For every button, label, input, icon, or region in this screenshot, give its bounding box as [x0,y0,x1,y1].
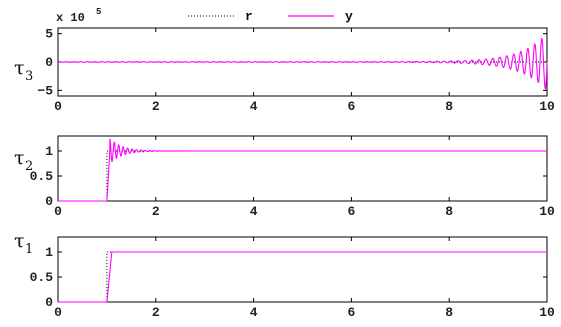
y-tick-label-tau1: 1 [45,245,53,260]
x-tick-label-tau1: 0 [54,305,62,320]
x-tick-label-tau2: 10 [539,204,555,219]
series-y-tau3 [57,38,548,90]
series-r-tau1 [58,251,547,303]
x-tick-label-tau2: 2 [152,204,160,219]
y-tick-label-tau3: 5 [45,27,53,42]
axes-box-tau2 [57,135,548,202]
series-r-tau2 [58,150,547,202]
plot-tau1: τ 1 0 2 4 6 8 10 0 0.5 1 [14,230,555,320]
axes-box-tau1 [57,236,548,303]
exponent-power: 5 [96,7,101,17]
ylabel-tau3-sub: 3 [25,69,33,84]
x-tick-label-tau1: 8 [445,305,453,320]
x-tick-label-tau2: 0 [54,204,62,219]
x-tick-label-tau1: 4 [250,305,258,320]
y-tick-label-tau3: −5 [37,83,53,98]
x-tick-label-tau2: 6 [347,204,355,219]
legend: r y [188,9,353,24]
y-tick-label-tau2: 0.5 [30,169,54,184]
x-tick-label-tau3: 10 [539,99,555,114]
y-tick-label-tau2: 0 [45,194,53,209]
exponent-label: x 10 [56,11,85,25]
y-tick-label-tau1: 0.5 [30,270,54,285]
ylabel-tau2-sub: 2 [25,159,33,174]
ylabel-tau1-sub: 1 [25,242,33,257]
x-tick-label-tau3: 2 [152,99,160,114]
ylabel-tau1: τ [14,230,25,252]
x-tick-label-tau3: 8 [445,99,453,114]
ylabel-tau3: τ [14,57,25,79]
series-y-tau1 [58,251,547,303]
series-y-tau2 [58,138,547,202]
legend-y-label: y [345,9,353,24]
x-tick-label-tau3: 4 [250,99,258,114]
y-tick-label-tau3: 0 [45,55,53,70]
ylabel-tau2: τ [14,147,25,169]
legend-r-label: r [245,9,253,24]
x-tick-label-tau1: 6 [347,305,355,320]
x-tick-label-tau2: 8 [445,204,453,219]
x-tick-label-tau1: 10 [539,305,555,320]
plot-tau3: x 10 5 τ 3 0 2 4 6 8 10−505 [14,7,555,114]
y-tick-label-tau1: 0 [45,295,53,310]
x-tick-label-tau2: 4 [250,204,258,219]
x-tick-label-tau1: 2 [152,305,160,320]
x-tick-label-tau3: 6 [347,99,355,114]
plot-tau2: τ 2 0 2 4 6 8 10 0 0.5 1 [14,135,555,219]
x-tick-label-tau3: 0 [54,99,62,114]
y-tick-label-tau2: 1 [45,144,53,159]
